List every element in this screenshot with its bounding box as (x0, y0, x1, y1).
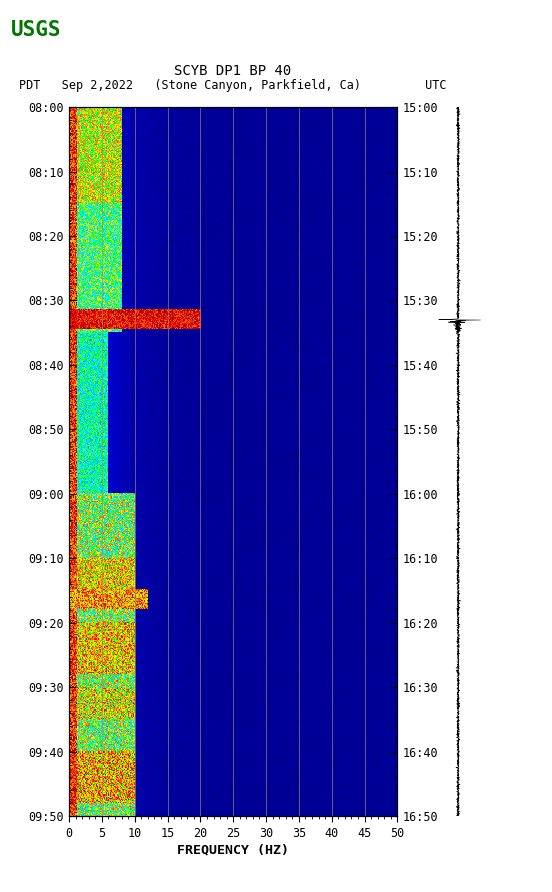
Text: PDT   Sep 2,2022   (Stone Canyon, Parkfield, Ca)         UTC: PDT Sep 2,2022 (Stone Canyon, Parkfield,… (19, 78, 447, 92)
Text: SCYB DP1 BP 40: SCYB DP1 BP 40 (174, 64, 291, 78)
X-axis label: FREQUENCY (HZ): FREQUENCY (HZ) (177, 844, 289, 856)
Text: USGS: USGS (11, 20, 61, 39)
